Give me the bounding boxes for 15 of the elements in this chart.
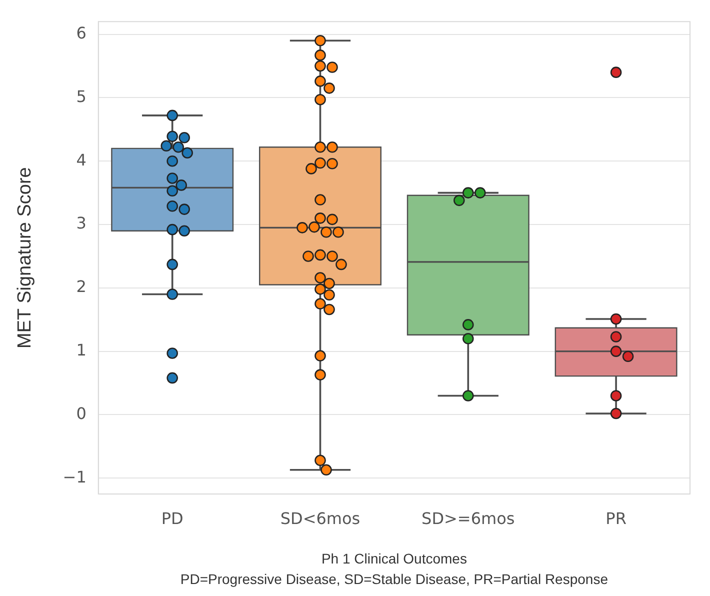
y-tick-label: 3 (76, 214, 86, 233)
y-axis-title: MET Signature Score (14, 167, 36, 348)
y-tick-label: 4 (76, 150, 86, 170)
x-tick-label: SD>=6mos (422, 508, 515, 528)
y-tick-label: 6 (76, 23, 86, 42)
y-tick-label: 1 (76, 340, 86, 360)
y-tick-label: 5 (76, 86, 86, 106)
y-tick-label: −1 (62, 467, 86, 486)
y-tick-label: 0 (76, 404, 86, 423)
text: PD=Progressive Disease, SD=Stable Disease, PR=Partial Response (180, 570, 608, 587)
x-tick-label: PR (606, 508, 626, 528)
x-axis-title: Ph 1 Clinical Outcomes (321, 550, 467, 566)
x-tick-label: SD<6mos (280, 508, 360, 528)
y-tick-label: 2 (76, 277, 86, 296)
x-tick-label: PD (161, 508, 184, 528)
